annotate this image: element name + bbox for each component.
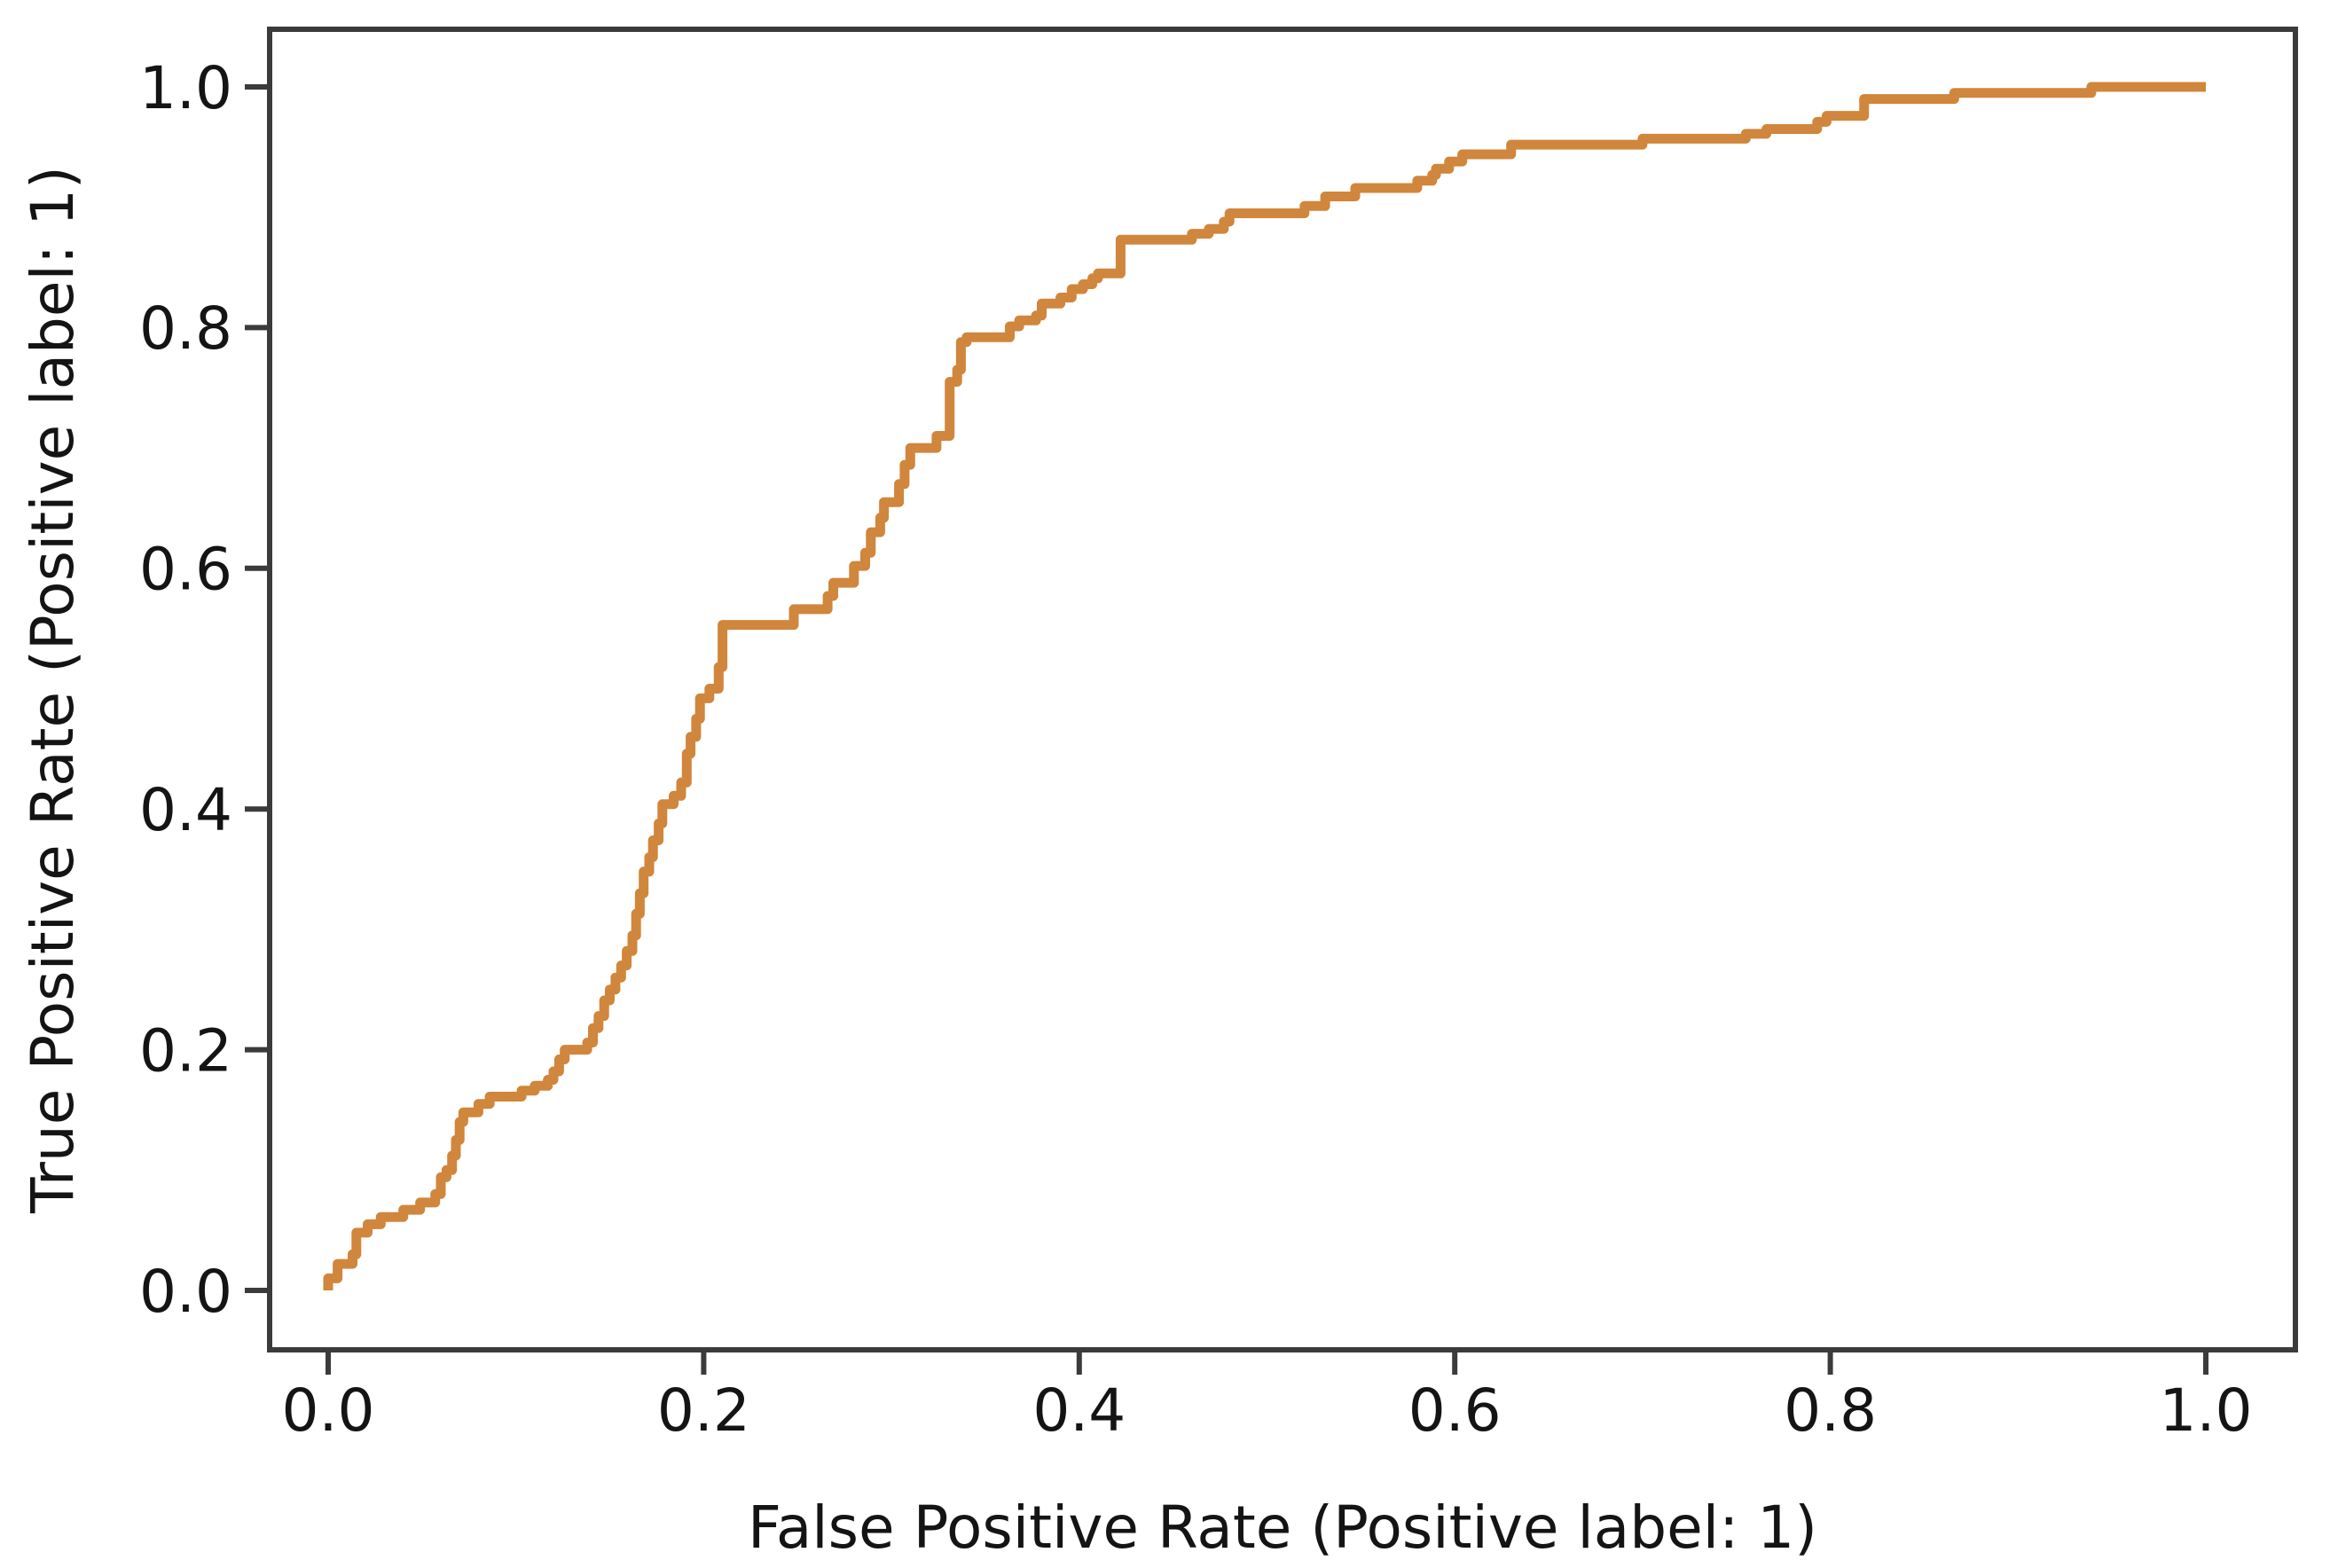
y-axis-label: True Positive Rate (Positive label: 1): [19, 166, 87, 1214]
y-tick-label: 1.0: [139, 54, 232, 122]
y-axis-ticks: [245, 84, 270, 1293]
roc-curve-line: [323, 82, 2206, 1290]
y-tick-label: 0.2: [139, 1016, 232, 1085]
x-tick-label: 0.8: [1784, 1376, 1877, 1445]
x-tick-label: 0.4: [1032, 1376, 1126, 1445]
x-tick-label: 0.6: [1408, 1376, 1502, 1445]
x-tick-label: 0.0: [282, 1376, 375, 1445]
y-tick-label: 0.4: [139, 776, 232, 844]
y-tick-label: 0.0: [139, 1258, 232, 1326]
y-tick-label: 0.6: [139, 536, 232, 604]
plot-area: [267, 27, 2298, 1352]
x-tick-label: 1.0: [2160, 1376, 2253, 1445]
y-axis-tick-labels: 0.0 0.2 0.4 0.6 0.8 1.0: [139, 54, 232, 1326]
x-axis-ticks: [326, 1350, 2208, 1375]
x-axis-tick-labels: 0.0 0.2 0.4 0.6 0.8 1.0: [282, 1376, 2253, 1445]
x-axis-label: False Positive Rate (Positive label: 1): [748, 1494, 1817, 1562]
x-tick-label: 0.2: [657, 1376, 750, 1445]
y-tick-label: 0.8: [139, 294, 232, 363]
